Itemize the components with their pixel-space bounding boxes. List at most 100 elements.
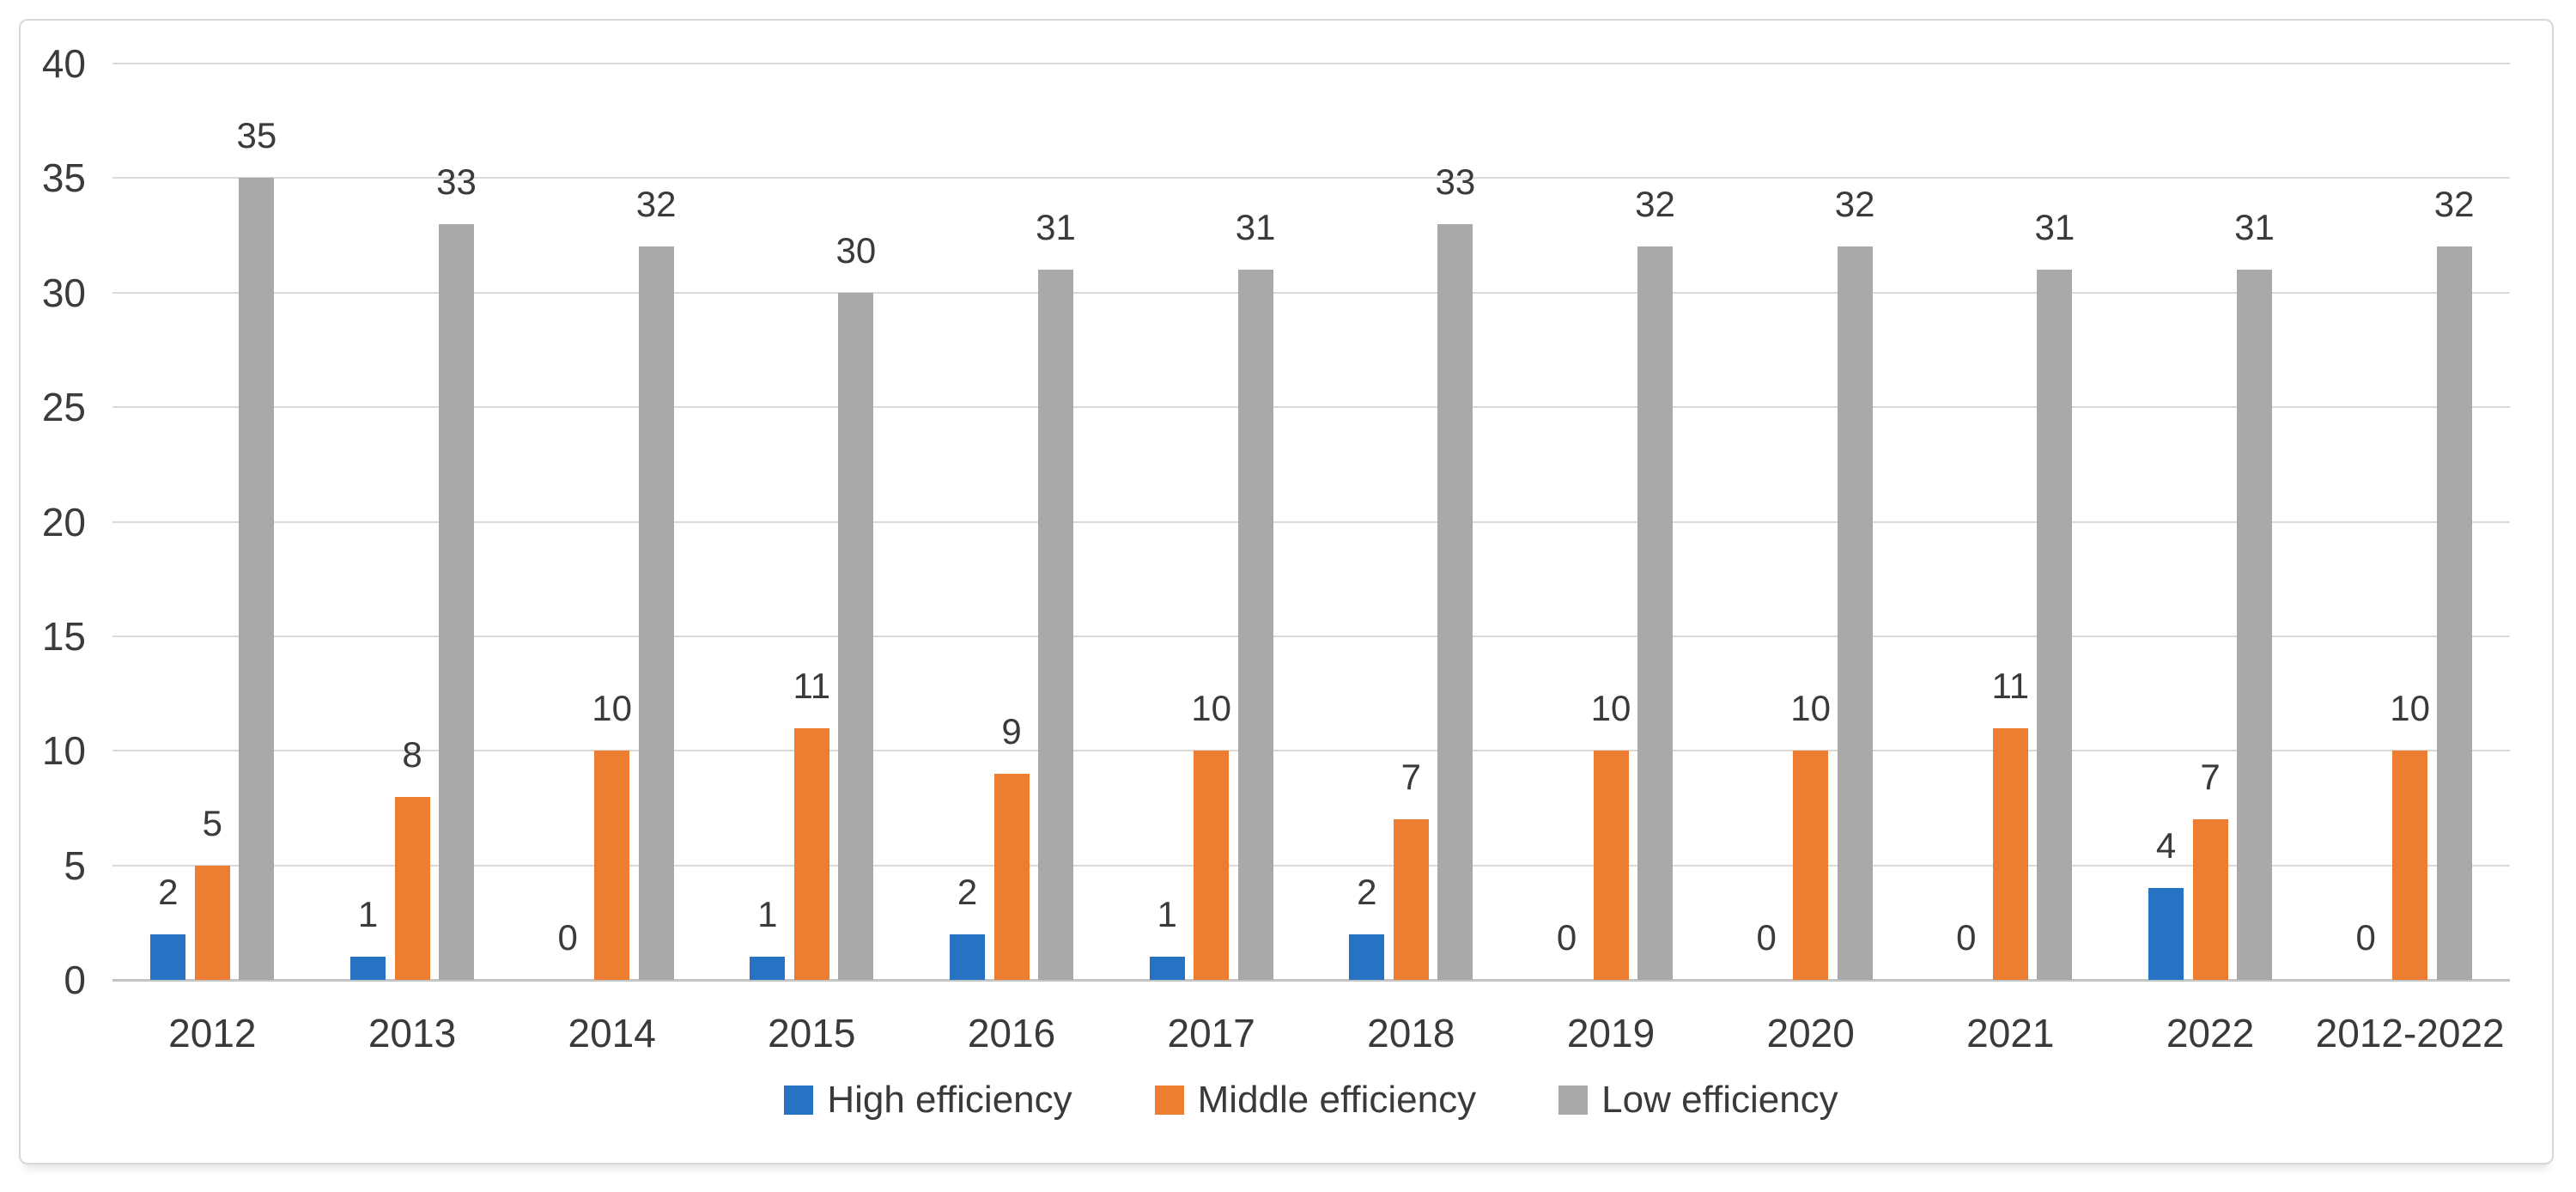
x-axis-category-label: 2012 [168, 1011, 257, 1055]
bar-data-label: 1 [357, 894, 379, 935]
bar-data-label: 31 [1235, 207, 1276, 248]
y-axis-tick-label: 5 [64, 842, 86, 888]
legend-swatch-icon [1558, 1086, 1589, 1115]
gridline-20 [112, 520, 2510, 523]
legend-swatch-icon [784, 1086, 814, 1115]
legend-label: High efficiency [827, 1079, 1072, 1121]
bar-data-label: 7 [2200, 757, 2221, 798]
x-axis-category-label: 2019 [1566, 1011, 1656, 1055]
bar-data-label: 11 [793, 665, 831, 706]
legend-swatch-icon [1154, 1086, 1184, 1115]
bar-low-efficiency-2018 [1437, 223, 1473, 980]
bar-data-label: 2 [1357, 871, 1377, 912]
gridline-10 [112, 750, 2510, 752]
y-axis-tick-label: 25 [41, 385, 86, 430]
bar-middle-efficiency-2016 [993, 773, 1030, 980]
legend-item-middle-efficiency: Middle efficiency [1154, 1079, 1476, 1122]
y-axis-tick-label: 0 [64, 958, 86, 1002]
gridline-40 [112, 63, 2510, 64]
bar-data-label: 0 [2355, 917, 2376, 958]
bar-data-label: 0 [1956, 917, 1977, 958]
bar-data-label: 1 [1157, 894, 1177, 935]
x-axis-category-label: 2021 [1966, 1011, 2055, 1055]
bar-data-label: 32 [1635, 184, 1675, 225]
bar-low-efficiency-2015 [838, 292, 874, 980]
bar-middle-efficiency-2012 [194, 865, 230, 980]
bar-low-efficiency-2022 [2237, 270, 2272, 980]
bar-data-label: 33 [436, 161, 477, 202]
gridline-35 [112, 177, 2510, 179]
x-axis-category-label: 2018 [1367, 1011, 1455, 1055]
bar-data-label: 8 [402, 733, 422, 775]
gridline-30 [112, 291, 2510, 294]
bar-data-label: 11 [1991, 665, 2030, 706]
x-axis-category-label: 2014 [568, 1011, 656, 1055]
gridline-5 [112, 864, 2510, 867]
bar-high-efficiency-2022 [2148, 888, 2184, 980]
y-axis-tick-label: 15 [41, 613, 86, 659]
x-axis-category-label: 2013 [368, 1011, 457, 1055]
bar-high-efficiency-2017 [1149, 957, 1185, 980]
bar-middle-efficiency-2014 [594, 751, 630, 980]
x-axis-category-label: 2016 [967, 1011, 1056, 1055]
bar-low-efficiency-2019 [1637, 246, 1673, 980]
bar-data-label: 32 [635, 184, 677, 225]
bar-data-label: 10 [2390, 688, 2431, 729]
bar-data-label: 31 [2234, 207, 2275, 248]
bar-middle-efficiency-2017 [1194, 751, 1230, 980]
bar-high-efficiency-2018 [1349, 934, 1385, 980]
gridline-15 [112, 635, 2510, 637]
bar-data-label: 32 [1834, 184, 1875, 225]
bar-middle-efficiency-2019 [1593, 751, 1629, 980]
bar-data-label: 0 [1556, 917, 1577, 958]
bar-middle-efficiency-2012-2022 [2392, 751, 2428, 980]
x-axis-category-label: 2020 [1766, 1011, 1855, 1055]
x-axis-category-label: 2022 [2166, 1011, 2255, 1055]
legend-item-high-efficiency: High efficiency [784, 1079, 1072, 1122]
bar-data-label: 35 [236, 115, 277, 156]
x-axis-category-label: 2017 [1167, 1011, 1255, 1055]
bar-data-label: 33 [1435, 161, 1476, 202]
y-axis-tick-label: 10 [41, 728, 86, 774]
bar-low-efficiency-2017 [1237, 270, 1273, 980]
bar-high-efficiency-2016 [950, 934, 985, 980]
x-axis-category-label: 2015 [768, 1011, 856, 1055]
bar-middle-efficiency-2022 [2192, 819, 2228, 980]
bar-high-efficiency-2015 [750, 957, 786, 980]
legend-label: Low efficiency [1601, 1079, 1838, 1121]
bar-high-efficiency-2013 [350, 957, 386, 980]
bar-data-label: 10 [1790, 688, 1832, 729]
x-axis-line [112, 979, 2510, 982]
bar-data-label: 30 [835, 229, 877, 271]
bar-data-label: 10 [592, 688, 633, 729]
bar-data-label: 31 [1036, 207, 1076, 248]
bar-data-label: 10 [1590, 688, 1631, 729]
gridline-25 [112, 406, 2510, 409]
bar-data-label: 2 [158, 871, 179, 912]
legend: High efficiency Middle efficiency Low effi… [112, 1079, 2510, 1122]
bar-low-efficiency-2021 [2037, 270, 2073, 980]
bar-data-label: 4 [2155, 825, 2177, 867]
x-axis-category-label: 2012-2022 [2315, 1011, 2505, 1055]
bar-low-efficiency-2012-2022 [2436, 246, 2472, 980]
bar-data-label: 0 [557, 917, 578, 958]
bar-middle-efficiency-2020 [1793, 751, 1829, 980]
bar-data-label: 9 [1001, 710, 1022, 751]
bar-low-efficiency-2020 [1837, 246, 1873, 980]
bar-middle-efficiency-2018 [1393, 819, 1429, 980]
bar-data-label: 10 [1191, 688, 1232, 729]
bar-low-efficiency-2014 [638, 246, 674, 980]
legend-item-low-efficiency: Low efficiency [1558, 1079, 1838, 1122]
y-axis-tick-label: 40 [41, 41, 86, 86]
bar-high-efficiency-2012 [150, 934, 186, 980]
bar-middle-efficiency-2015 [793, 727, 829, 980]
bar-data-label: 5 [202, 802, 222, 843]
bar-data-label: 0 [1756, 917, 1777, 958]
bar-middle-efficiency-2021 [1992, 727, 2028, 980]
bar-data-label: 1 [757, 894, 778, 935]
bar-middle-efficiency-2013 [394, 796, 430, 980]
bar-data-label: 7 [1400, 757, 1421, 798]
bar-data-label: 31 [2034, 207, 2075, 248]
